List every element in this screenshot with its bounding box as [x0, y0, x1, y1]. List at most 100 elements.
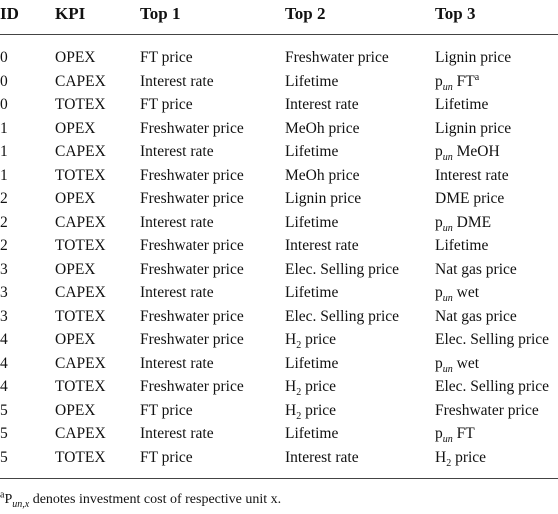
table-cell: Interest rate	[285, 237, 359, 254]
text-sub: un	[442, 222, 453, 234]
table-cell: Interest rate	[285, 96, 359, 113]
text-base: p	[435, 72, 443, 90]
table-cell: Elec. Selling price	[435, 331, 550, 348]
text-rest: FT	[452, 425, 475, 442]
table-cell: Elec. Selling price	[285, 260, 400, 278]
table-cell: 0	[0, 96, 8, 113]
table-cell: Lifetime	[435, 237, 489, 254]
table-cell: Lifetime	[285, 354, 339, 372]
table-cell: 4	[0, 378, 8, 395]
table-cell: Interest rate	[140, 284, 214, 301]
table-cell: TOTEX	[55, 96, 106, 113]
table-cell: Freshwater price	[285, 49, 389, 66]
table-cell: 5	[0, 425, 8, 442]
table-cell: MeOh price	[285, 119, 360, 137]
table-cell: Interest rate	[140, 354, 214, 372]
text-rest: price	[301, 331, 337, 348]
text-rest: denotes investment cost of respective un…	[29, 492, 282, 507]
table-cell: Elec. Selling price	[285, 307, 400, 325]
table-cell: Freshwater price	[140, 119, 244, 137]
table-cell: Lifetime	[285, 213, 339, 231]
table-cell: Lifetime	[285, 284, 339, 301]
table-cell: H2 price	[285, 330, 337, 352]
table-cell: Freshwater price	[435, 401, 539, 419]
table-cell: FT price	[140, 401, 193, 419]
text-rest: price	[451, 448, 487, 466]
table-cell: OPEX	[55, 49, 96, 66]
table-cell: FT price	[140, 448, 193, 466]
table-cell: 1	[0, 143, 8, 160]
table-cell: CAPEX	[55, 284, 106, 301]
text-base: P	[4, 492, 13, 507]
table-cell: Lignin price	[435, 49, 512, 66]
text-rest: wet	[452, 354, 480, 372]
header-rule	[0, 34, 558, 35]
text-sub: un,x	[12, 498, 30, 510]
text-sub: 2	[296, 410, 302, 422]
table-cell: H2 price	[285, 377, 337, 399]
table-cell: Freshwater price	[140, 331, 244, 348]
table-cell: pun FTa	[435, 72, 479, 92]
table-cell: Freshwater price	[140, 378, 244, 395]
table-cell: pun wet	[435, 354, 480, 375]
table-cell: 0	[0, 49, 8, 66]
table-cell: TOTEX	[55, 448, 106, 466]
table-cell: 2	[0, 190, 8, 207]
text-base: H	[285, 401, 297, 419]
table-cell: FT price	[140, 49, 193, 66]
text-base: p	[435, 143, 443, 160]
table-cell: Lifetime	[435, 96, 489, 113]
table-cell: OPEX	[55, 190, 96, 207]
table-cell: 4	[0, 331, 8, 348]
text-sub: 2	[296, 387, 302, 399]
table-cell: TOTEX	[55, 166, 106, 184]
table-cell: DME price	[435, 190, 505, 207]
column-header: Top 3	[435, 4, 476, 23]
table-cell: CAPEX	[55, 72, 106, 90]
bottom-rule	[0, 478, 558, 479]
column-header: KPI	[55, 4, 86, 23]
table-cell: Lifetime	[285, 143, 339, 160]
text-sub: 2	[296, 340, 302, 352]
text-sub: 2	[446, 457, 452, 469]
table-cell: FT price	[140, 96, 193, 113]
table-cell: pun FT	[435, 424, 475, 445]
table-cell: 0	[0, 72, 8, 90]
text-sub: un	[442, 152, 453, 164]
table-cell: Interest rate	[435, 166, 509, 184]
table-cell: CAPEX	[55, 143, 106, 160]
column-header: Top 1	[140, 4, 181, 23]
table-cell: OPEX	[55, 401, 96, 419]
table-cell: pun wet	[435, 283, 480, 304]
text-rest: FT	[452, 72, 475, 90]
text-rest: price	[301, 401, 337, 419]
table-cell: OPEX	[55, 331, 96, 348]
table-cell: Freshwater price	[140, 260, 244, 278]
table-cell: 2	[0, 213, 8, 231]
table-cell: Interest rate	[285, 448, 359, 466]
table-cell: 3	[0, 307, 8, 325]
table-cell: 3	[0, 260, 8, 278]
text-base: H	[285, 378, 297, 395]
table-cell: Interest rate	[140, 72, 214, 90]
table-cell: Lifetime	[285, 72, 339, 90]
table-cell: OPEX	[55, 260, 96, 278]
table-cell: 1	[0, 166, 8, 184]
table-cell: pun MeOH	[435, 142, 500, 164]
text-sup: a	[0, 489, 5, 501]
text-rest: price	[301, 378, 337, 395]
table-cell: OPEX	[55, 119, 96, 137]
table-cell: CAPEX	[55, 213, 106, 231]
table-cell: Freshwater price	[140, 166, 244, 184]
text-rest: MeOH	[452, 143, 500, 160]
table-cell: Lignin price	[435, 119, 512, 137]
table-cell: pun DME	[435, 213, 491, 234]
table-cell: 1	[0, 119, 8, 137]
table-cell: Interest rate	[140, 425, 214, 442]
table-cell: 5	[0, 448, 8, 466]
text-sub: un	[442, 81, 453, 93]
text-rest: wet	[452, 284, 480, 301]
table-cell: Nat gas price	[435, 260, 517, 278]
footnote: aPun,x denotes investment cost of respec…	[0, 489, 282, 510]
